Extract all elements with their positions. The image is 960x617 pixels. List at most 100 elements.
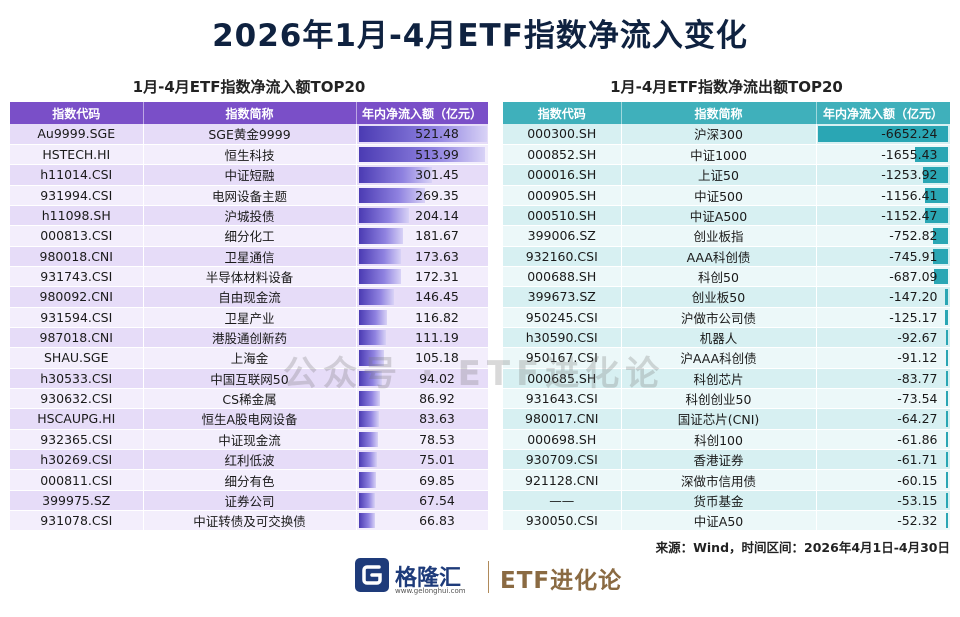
net-flow-value-cell: -60.15 [816, 469, 951, 491]
index-name: 创业板指 [621, 225, 817, 247]
index-name: 半导体材料设备 [143, 266, 357, 288]
net-flow-value-cell: -83.77 [816, 368, 951, 389]
net-flow-value: -61.86 [897, 431, 938, 447]
column-header-code: 指数代码 [503, 102, 622, 124]
net-flow-value: -687.09 [889, 269, 938, 285]
outflow-bar [945, 452, 948, 468]
net-flow-value: 521.48 [415, 126, 459, 142]
table-row: 930632.CSI CS稀金属 86.92 [10, 388, 489, 410]
table-row: 980018.CNI 卫星通信 173.63 [10, 246, 489, 267]
net-flow-value-cell: -53.15 [816, 490, 951, 512]
index-code: 931743.CSI [10, 266, 144, 288]
table-row: HSTECH.HI 恒生科技 513.99 [10, 144, 489, 166]
net-flow-value-cell: 521.48 [356, 124, 489, 145]
net-flow-value: 67.54 [419, 492, 455, 508]
index-name: 证券公司 [143, 490, 357, 512]
source-note: 来源：Wind，时间区间：2026年4月1日-4月30日 [655, 540, 950, 555]
inflow-bar [358, 513, 375, 529]
table-row: 987018.CNI 港股通创新药 111.19 [10, 327, 489, 349]
net-flow-value: -61.71 [897, 452, 938, 468]
table-row: 399006.SZ 创业板指 -752.82 [503, 225, 951, 247]
table-row: 931594.CSI 卫星产业 116.82 [10, 307, 489, 328]
net-flow-value-cell: 86.92 [356, 388, 489, 410]
net-flow-value-cell: 67.54 [356, 490, 489, 512]
net-flow-value-cell: 146.45 [356, 286, 489, 308]
inflow-bar [358, 350, 385, 366]
inflow-bar [358, 492, 376, 509]
outflow-bar [944, 289, 948, 305]
table-row: 000016.SH 上证50 -1253.92 [503, 164, 951, 186]
table-row: 000688.SH 科创50 -687.09 [503, 266, 951, 288]
net-flow-value-cell: -52.32 [816, 510, 951, 532]
net-flow-value-cell: 173.63 [356, 246, 489, 267]
net-flow-value: -60.15 [897, 472, 938, 488]
index-code: 000698.SH [503, 429, 622, 451]
table-row: 932365.CSI 中证现金流 78.53 [10, 429, 489, 451]
table-row: h30533.CSI 中国互联网50 94.02 [10, 368, 489, 389]
net-flow-value-cell: -1655.43 [816, 144, 951, 166]
outflow-bar [945, 370, 948, 386]
table-row: 000685.SH 科创芯片 -83.77 [503, 368, 951, 389]
index-code: 931994.CSI [10, 185, 144, 206]
index-code: 932365.CSI [10, 429, 144, 451]
index-code: 980092.CNI [10, 286, 144, 308]
index-code: h30533.CSI [10, 368, 144, 389]
outflow-bar [932, 228, 948, 244]
column-header-value: 年内净流入额（亿元） [356, 102, 489, 124]
table-row: h30269.CSI 红利低波 75.01 [10, 449, 489, 471]
index-name: 红利低波 [143, 449, 357, 471]
net-flow-value: 86.92 [419, 391, 455, 407]
index-code: 399975.SZ [10, 490, 144, 512]
net-flow-value: -147.20 [889, 289, 938, 305]
net-flow-value: -6652.24 [881, 126, 938, 142]
outflow-bar [945, 513, 948, 529]
index-name: 恒生科技 [143, 144, 357, 166]
net-flow-value: 146.45 [415, 289, 459, 305]
table-row: 000905.SH 中证500 -1156.41 [503, 185, 951, 206]
outflow-bar [817, 126, 948, 142]
index-name: 沪深300 [621, 124, 817, 145]
index-code: —— [503, 490, 622, 512]
index-name: 深做市信用债 [621, 469, 817, 491]
table-row: h11098.SH 沪城投债 204.14 [10, 205, 489, 227]
index-code: 000016.SH [503, 164, 622, 186]
net-flow-value-cell: 69.85 [356, 469, 489, 491]
outflow-top20-table: 指数代码 指数简称 年内净流入额（亿元） 000300.SH 沪深300 -6652… [503, 102, 951, 532]
net-flow-value: 513.99 [415, 147, 459, 163]
net-flow-value-cell: -687.09 [816, 266, 951, 288]
table-row: 980017.CNI 国证芯片(CNI) -64.27 [503, 408, 951, 430]
inflow-bar [358, 411, 380, 427]
column-header-value: 年内净流入额（亿元） [816, 102, 951, 124]
table-row: 921128.CNI 深做市信用债 -60.15 [503, 469, 951, 491]
net-flow-value-cell: 83.63 [356, 408, 489, 430]
index-name: 上海金 [143, 347, 357, 369]
index-name: 科创芯片 [621, 368, 817, 389]
net-flow-value: -92.67 [897, 330, 938, 346]
net-flow-value-cell: -64.27 [816, 408, 951, 430]
table-row: h30590.CSI 机器人 -92.67 [503, 327, 951, 349]
inflow-bar [358, 329, 386, 346]
table-row: 399673.SZ 创业板50 -147.20 [503, 286, 951, 308]
net-flow-value: 105.18 [415, 350, 459, 366]
index-name: 沪做市公司债 [621, 307, 817, 328]
net-flow-value-cell: 94.02 [356, 368, 489, 389]
net-flow-value: -125.17 [889, 309, 938, 325]
index-name: 上证50 [621, 164, 817, 186]
index-code: 399673.SZ [503, 286, 622, 308]
index-name: 中国互联网50 [143, 368, 357, 389]
index-name: 自由现金流 [143, 286, 357, 308]
net-flow-value-cell: 75.01 [356, 449, 489, 471]
table-row: h11014.CSI 中证短融 301.45 [10, 164, 489, 186]
index-name: 中证A500 [621, 205, 817, 227]
table-row: 931994.CSI 电网设备主题 269.35 [10, 185, 489, 206]
table-row: 931743.CSI 半导体材料设备 172.31 [10, 266, 489, 288]
net-flow-value-cell: 78.53 [356, 429, 489, 451]
inflow-bar [358, 268, 401, 285]
index-name: 中证短融 [143, 164, 357, 186]
index-name: SGE黄金9999 [143, 124, 357, 145]
table-row: 932160.CSI AAA科创债 -745.91 [503, 246, 951, 267]
inflow-bar [358, 146, 485, 163]
outflow-bar [945, 431, 948, 447]
index-code: 000905.SH [503, 185, 622, 206]
table-row: 931078.CSI 中证转债及可交换债 66.83 [10, 510, 489, 532]
